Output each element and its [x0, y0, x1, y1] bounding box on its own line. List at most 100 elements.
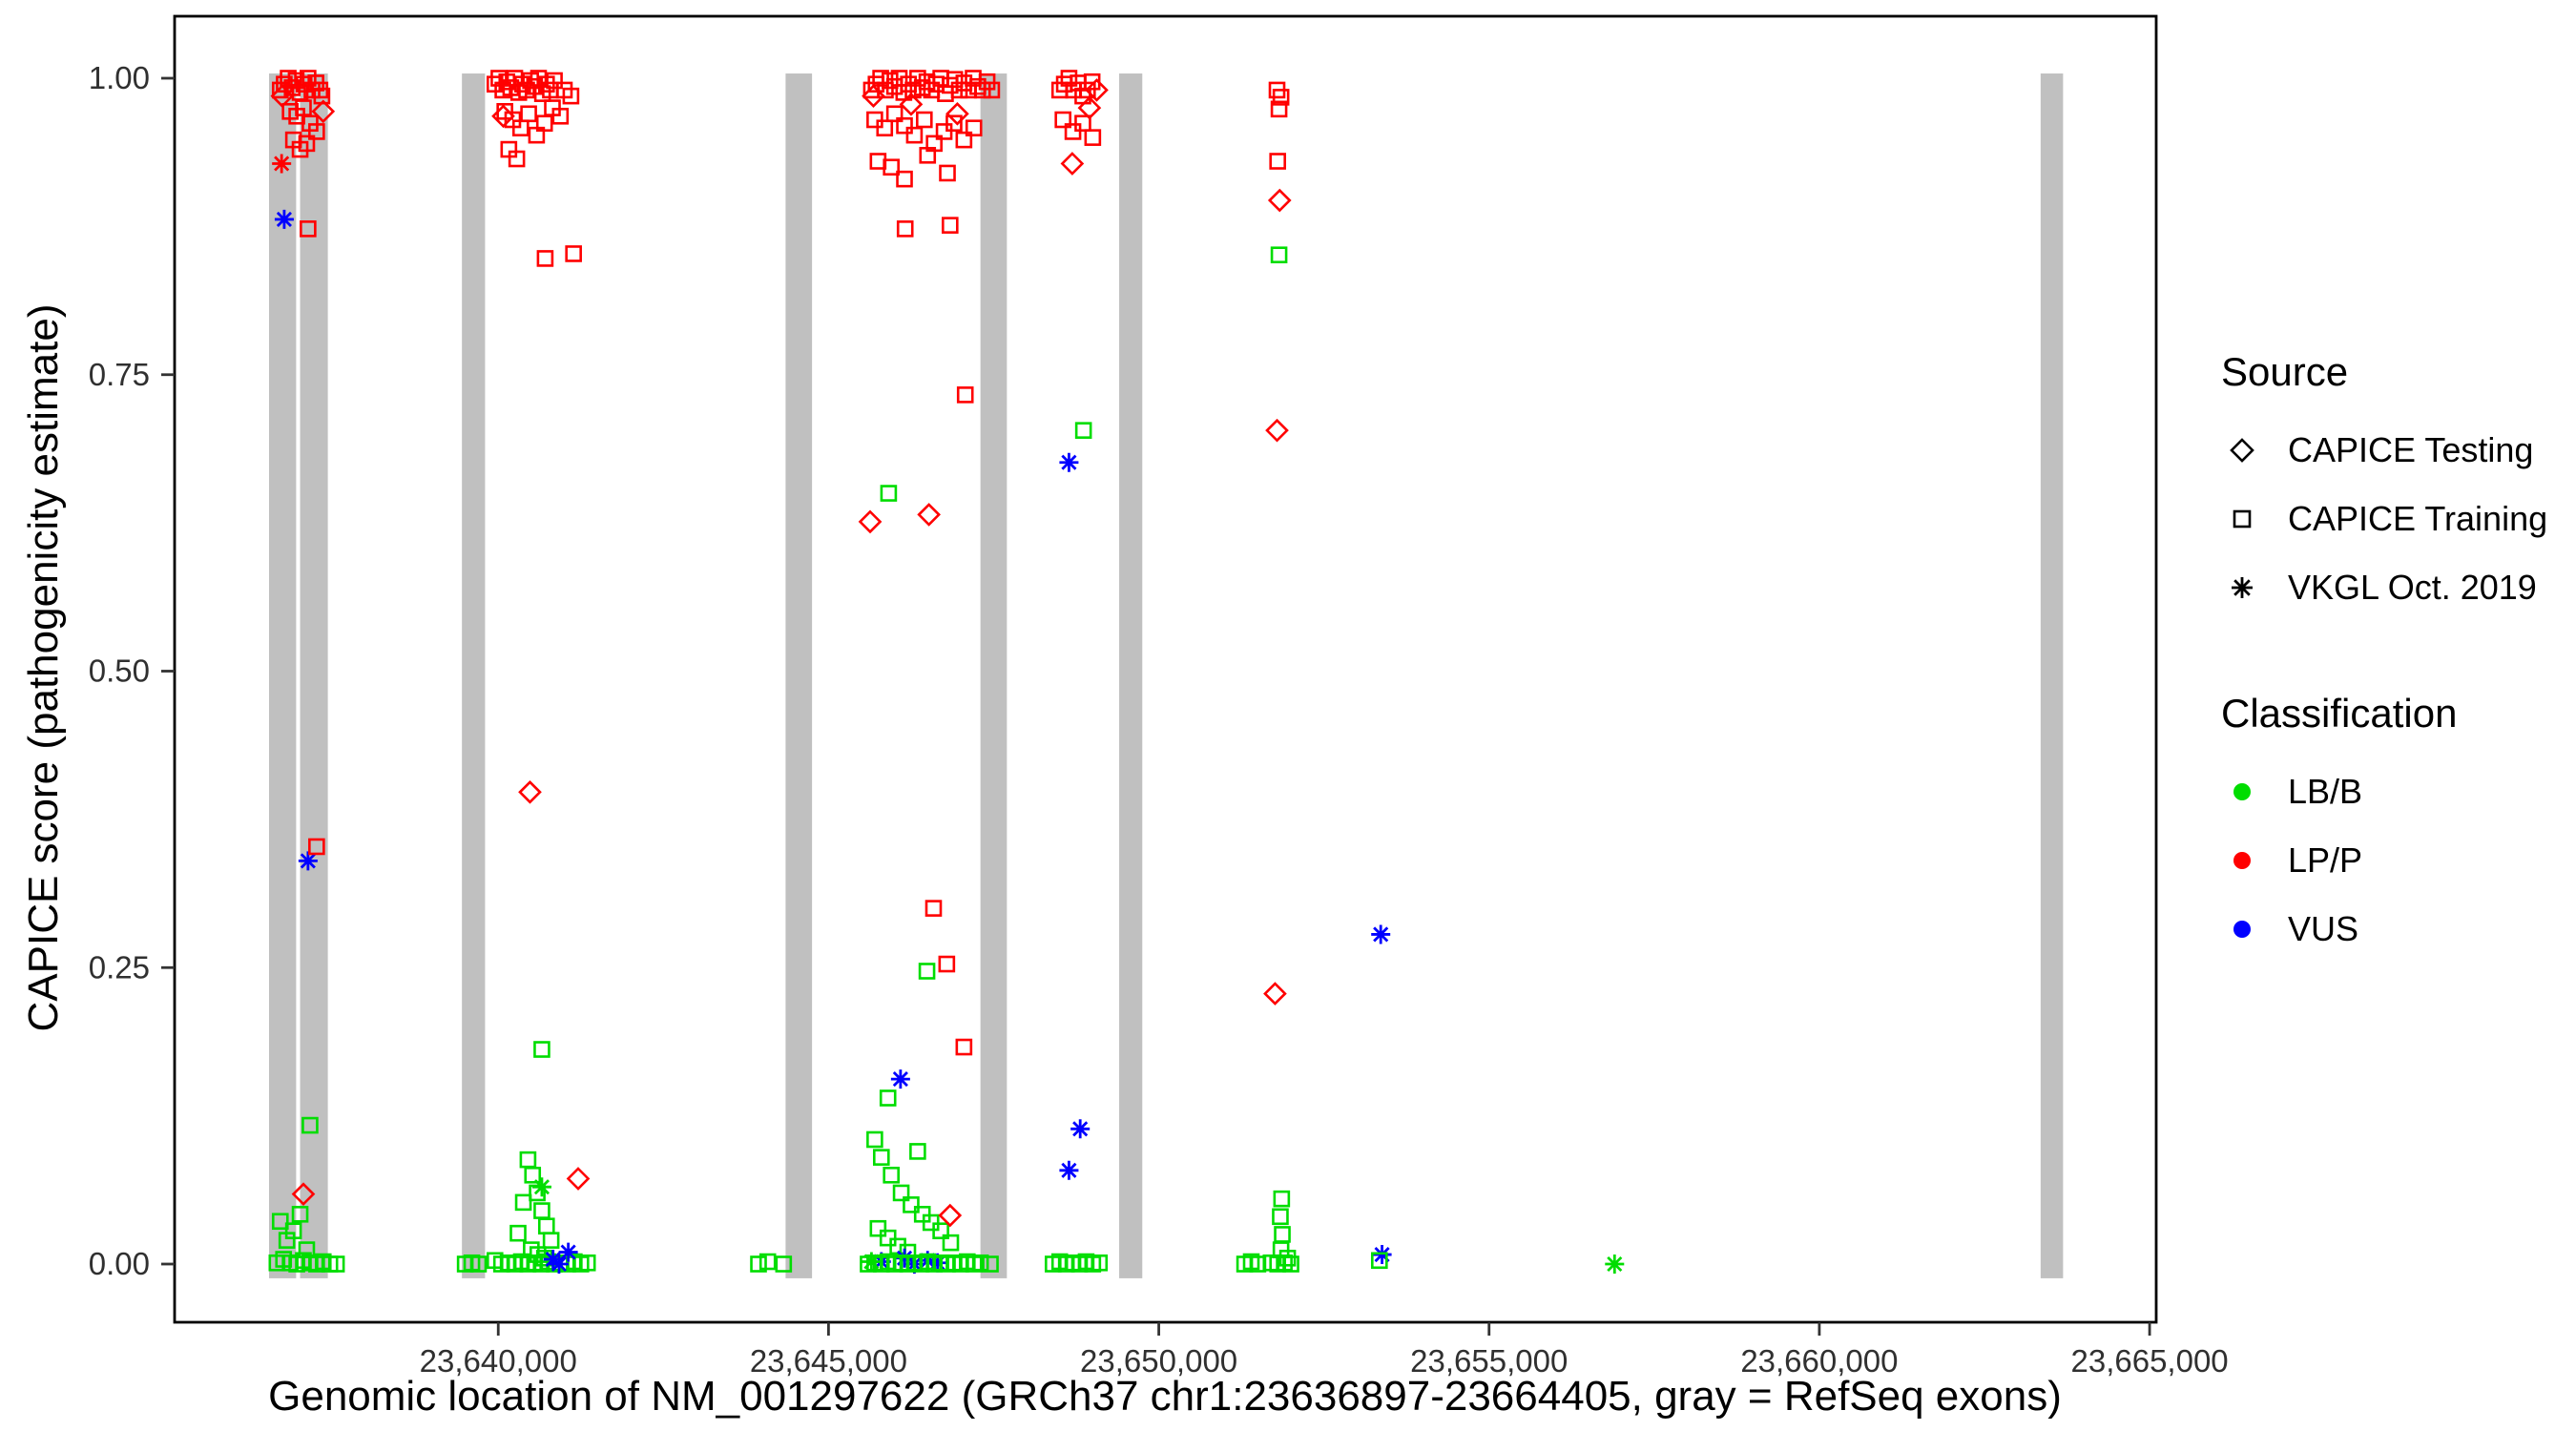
- data-point: [932, 1222, 949, 1239]
- data-point: [300, 220, 317, 238]
- x-tick-label: 23,660,000: [1740, 1343, 1898, 1379]
- data-point: [866, 1130, 883, 1149]
- data-point: [1059, 452, 1079, 472]
- exon-bar: [785, 73, 813, 1278]
- data-point: [301, 1116, 319, 1134]
- data-point: [566, 1167, 591, 1191]
- legend-source-title: Source: [2221, 349, 2349, 394]
- data-point: [549, 1255, 569, 1274]
- circle-marker-icon: [2233, 852, 2251, 869]
- data-point: [955, 131, 973, 149]
- data-point: [1054, 111, 1071, 129]
- data-point: [1074, 114, 1091, 133]
- data-point: [909, 70, 926, 87]
- data-point: [268, 1254, 286, 1272]
- data-point: [862, 1252, 882, 1272]
- data-point: [862, 84, 885, 108]
- data-point: [298, 851, 318, 871]
- data-point: [1272, 89, 1290, 106]
- data-point: [551, 107, 570, 125]
- data-point: [558, 1242, 578, 1262]
- data-point: [327, 1255, 345, 1273]
- data-point: [876, 119, 894, 137]
- data-point: [971, 1254, 989, 1272]
- data-point: [1273, 1190, 1291, 1208]
- data-point: [1060, 152, 1085, 176]
- data-point: [1085, 78, 1109, 102]
- data-point: [938, 1203, 963, 1228]
- data-point: [508, 150, 526, 168]
- legend: Source CAPICE Testing CAPICE Training VKGL…: [2221, 349, 2547, 977]
- data-point: [311, 99, 336, 124]
- legend-classification-item-label: LB/B: [2288, 772, 2363, 811]
- y-tick-label: 0.75: [89, 357, 150, 392]
- data-point: [880, 485, 898, 502]
- asterisk-marker-icon: [2232, 577, 2253, 598]
- data-point: [298, 135, 316, 153]
- data-point: [896, 220, 914, 238]
- data-point: [1059, 1160, 1079, 1180]
- data-point: [919, 146, 937, 164]
- square-marker-icon: [2233, 509, 2252, 529]
- exon-bar: [2040, 73, 2064, 1278]
- circle-marker-icon: [2233, 783, 2251, 800]
- data-point: [758, 1253, 777, 1271]
- data-point: [308, 123, 325, 140]
- data-point: [775, 1255, 793, 1273]
- data-point: [927, 1253, 947, 1273]
- data-point: [514, 1193, 532, 1212]
- x-tick-label: 23,640,000: [420, 1343, 577, 1379]
- data-point: [270, 84, 295, 108]
- data-point: [524, 1166, 542, 1184]
- panel-border: [173, 14, 2158, 1324]
- data-point: [872, 1149, 890, 1166]
- data-point: [941, 217, 959, 234]
- data-point: [890, 1069, 910, 1089]
- data-point: [1269, 153, 1286, 170]
- data-point: [905, 126, 924, 144]
- legend-classification-item: LP/P: [2221, 840, 2547, 881]
- data-point: [858, 509, 883, 534]
- legend-classification-item: LB/B: [2221, 771, 2547, 813]
- data-point: [1060, 70, 1078, 87]
- data-point: [529, 1184, 546, 1202]
- data-point: [284, 1222, 302, 1239]
- legend-classification-items: LB/B LP/P VUS: [2221, 771, 2547, 950]
- data-point: [1272, 1208, 1289, 1226]
- data-point: [272, 154, 292, 174]
- data-point: [909, 1143, 926, 1160]
- data-point: [1084, 129, 1102, 146]
- data-point: [562, 87, 580, 105]
- legend-source-item: CAPICE Training: [2221, 498, 2547, 540]
- data-point: [509, 1224, 527, 1242]
- data-point: [520, 105, 537, 123]
- data-point: [291, 1205, 309, 1223]
- data-point: [565, 245, 582, 262]
- data-point: [1091, 1254, 1109, 1272]
- x-tick-label: 23,655,000: [1410, 1343, 1568, 1379]
- data-point: [274, 209, 294, 229]
- data-point: [1070, 1119, 1091, 1139]
- legend-source-item: VKGL Oct. 2019: [2221, 567, 2547, 609]
- data-point: [983, 81, 1001, 99]
- y-tick-label: 0.25: [89, 949, 150, 985]
- data-point: [917, 503, 941, 527]
- data-point: [892, 1184, 910, 1202]
- data-point: [918, 963, 936, 980]
- data-point: [924, 900, 943, 917]
- legend-classification-item: VUS: [2221, 908, 2547, 950]
- exon-bar: [980, 73, 1008, 1278]
- data-point: [896, 170, 913, 188]
- legend-source-items: CAPICE Testing CAPICE Training VKGL Oct. 2…: [2221, 429, 2547, 609]
- data-point: [956, 386, 974, 404]
- data-point: [955, 1038, 973, 1056]
- data-point: [883, 1166, 900, 1184]
- circle-marker-icon: [2233, 783, 2251, 800]
- data-point: [1371, 924, 1391, 944]
- circle-marker-icon: [2233, 852, 2251, 869]
- square-marker-icon: [2233, 509, 2252, 529]
- legend-classification-item-label: LP/P: [2288, 840, 2363, 880]
- data-point: [945, 71, 964, 89]
- data-point: [469, 1255, 488, 1273]
- legend-source-item: CAPICE Testing: [2221, 429, 2547, 471]
